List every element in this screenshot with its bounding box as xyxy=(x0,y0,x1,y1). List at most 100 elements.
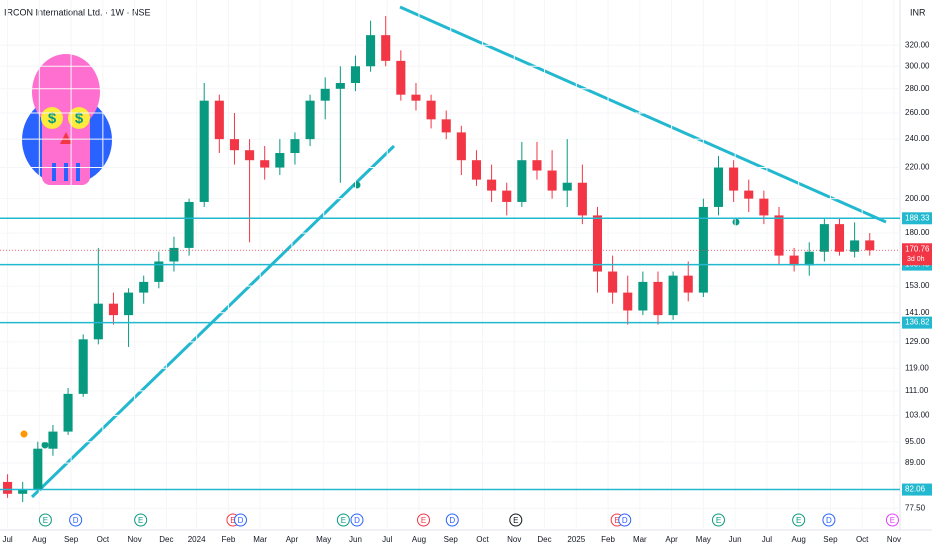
x-tick-label: Feb xyxy=(601,535,615,544)
x-tick-label: Nov xyxy=(887,535,901,544)
candle-body xyxy=(487,179,497,191)
event-marker xyxy=(234,513,248,527)
candle-body xyxy=(290,139,300,154)
y-tick-label: 240.00 xyxy=(905,134,930,143)
candle-body xyxy=(411,94,421,101)
signal-dot xyxy=(732,218,740,226)
x-tick-label: Sep xyxy=(64,535,79,544)
event-marker xyxy=(885,513,899,527)
level-label: 136.82 xyxy=(905,318,930,327)
candle-body xyxy=(48,431,58,449)
event-marker xyxy=(350,513,364,527)
x-tick-label: 2025 xyxy=(567,535,585,544)
candle-body xyxy=(305,100,315,140)
candle-body xyxy=(834,224,845,252)
chart-title: IRCON International Ltd. · 1W · NSE xyxy=(4,7,151,17)
candle-body xyxy=(381,35,391,61)
candle-body xyxy=(184,201,194,248)
x-tick-label: Jun xyxy=(729,535,742,544)
x-tick-label: 2024 xyxy=(188,535,206,544)
trend-line xyxy=(30,144,396,499)
event-label: E xyxy=(230,516,235,525)
candle-body xyxy=(199,100,209,202)
event-label: E xyxy=(138,516,143,525)
y-tick-label: 260.00 xyxy=(905,108,930,117)
x-tick-label: Nov xyxy=(507,535,521,544)
candle-body xyxy=(366,35,376,67)
candle-body xyxy=(33,448,43,490)
candle-body xyxy=(729,167,739,191)
x-tick-label: Apr xyxy=(286,535,299,544)
event-label: D xyxy=(354,516,360,525)
last-price-tag xyxy=(902,243,932,266)
x-tick-label: Dec xyxy=(159,535,173,544)
level-label: 188.33 xyxy=(905,213,930,222)
candle-body xyxy=(169,247,179,262)
candle-body xyxy=(683,275,693,293)
candle-body xyxy=(93,303,103,340)
candle-body xyxy=(335,83,345,89)
x-tick-label: Feb xyxy=(222,535,236,544)
signal-dot xyxy=(20,430,28,438)
candle-body xyxy=(63,393,73,432)
event-marker xyxy=(38,513,52,527)
y-tick-label: 129.00 xyxy=(905,337,930,346)
event-label: E xyxy=(341,516,346,525)
event-marker xyxy=(134,513,148,527)
candle-body xyxy=(668,275,678,316)
y-tick-label: 220.00 xyxy=(905,163,930,172)
candle-body xyxy=(592,215,603,272)
candle-body xyxy=(3,481,13,494)
icon-dollar: $ xyxy=(75,110,84,127)
event-label: E xyxy=(716,516,721,525)
x-tick-label: Aug xyxy=(792,535,806,544)
candle-body xyxy=(804,251,814,266)
candle-body xyxy=(562,182,572,191)
candle-body xyxy=(245,150,255,161)
x-tick-label: Jul xyxy=(762,535,772,544)
candle-body xyxy=(517,160,527,202)
candle-body xyxy=(713,167,724,207)
y-tick-label: 89.00 xyxy=(905,458,926,467)
y-tick-label: 111.00 xyxy=(905,386,929,395)
event-label: D xyxy=(826,516,832,525)
candle-body xyxy=(577,182,587,216)
signal-dot xyxy=(353,181,361,189)
event-marker xyxy=(822,513,836,527)
event-marker xyxy=(445,513,459,527)
candle-body xyxy=(850,240,860,252)
x-tick-label: Oct xyxy=(476,535,489,544)
candle-body xyxy=(229,139,239,151)
level-tag xyxy=(902,483,932,496)
candle-body xyxy=(396,60,406,95)
candle-body xyxy=(502,190,512,202)
candle-body xyxy=(759,198,769,216)
event-marker xyxy=(618,513,632,527)
candle-body xyxy=(456,132,466,161)
candle-body xyxy=(653,281,663,316)
event-label: E xyxy=(513,516,518,525)
y-tick-label: 300.00 xyxy=(905,61,930,70)
y-tick-label: 180.00 xyxy=(905,228,930,237)
x-tick-label: Apr xyxy=(665,535,678,544)
event-marker xyxy=(711,513,725,527)
level-tag xyxy=(902,212,932,225)
event-marker xyxy=(336,513,350,527)
x-tick-label: Aug xyxy=(412,535,426,544)
candle-body xyxy=(260,160,270,168)
x-tick-label: Sep xyxy=(823,535,838,544)
y-tick-label: 200.00 xyxy=(905,194,930,203)
candle-body xyxy=(774,215,784,256)
candle-body xyxy=(320,88,330,101)
x-tick-label: Nov xyxy=(128,535,142,544)
candle-body xyxy=(744,190,754,199)
last-price-label: 170.76 xyxy=(905,244,930,253)
y-tick-label: 77.50 xyxy=(905,503,926,512)
icon-dollar: $ xyxy=(48,110,57,127)
candle-body xyxy=(698,206,708,293)
signal-dot xyxy=(41,441,49,449)
event-label: D xyxy=(622,516,628,525)
event-marker xyxy=(509,513,523,527)
level-tag xyxy=(902,316,932,329)
